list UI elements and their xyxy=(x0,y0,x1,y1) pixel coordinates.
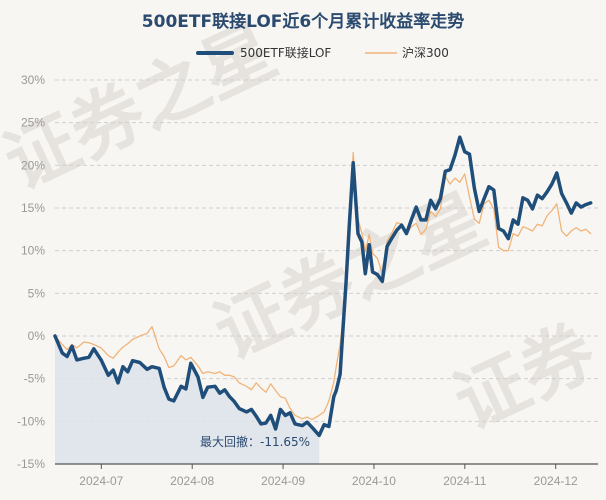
y-tick-label: 30% xyxy=(21,73,45,87)
x-tick-label: 2024-10 xyxy=(352,474,396,488)
x-tick-label: 2024-09 xyxy=(261,474,305,488)
y-tick-label: 25% xyxy=(21,116,45,130)
watermark-text-0: 证券之星 xyxy=(0,8,288,206)
y-tick-label: 15% xyxy=(21,201,45,215)
y-tick-label: 0% xyxy=(28,329,46,343)
x-tick-label: 2024-12 xyxy=(534,474,578,488)
y-tick-label: -10% xyxy=(17,414,45,428)
series-lines xyxy=(53,135,593,438)
y-tick-label: -5% xyxy=(24,372,46,386)
y-axis-ticks: 30% 25% 20% 15% 10% 5% 0% -5% -10% -15% xyxy=(17,73,45,471)
series-line-fund xyxy=(53,135,593,438)
x-tick-label: 2024-11 xyxy=(443,474,486,488)
chart-title: 500ETF联接LOF近6个月累计收益率走势 xyxy=(142,11,464,32)
legend-label-index: 沪深300 xyxy=(402,46,449,60)
y-tick-label: -15% xyxy=(17,457,45,471)
legend: 500ETF联接LOF 沪深300 xyxy=(196,45,449,60)
y-tick-label: 5% xyxy=(28,286,46,300)
x-tick-label: 2024-08 xyxy=(170,474,214,488)
legend-label-fund: 500ETF联接LOF xyxy=(240,45,331,60)
drawdown-fill xyxy=(55,336,320,464)
watermark-text-2: 证券 xyxy=(442,308,606,445)
max-drawdown-label: 最大回撤：-11.65% xyxy=(200,434,310,449)
y-tick-label: 10% xyxy=(21,244,45,258)
y-tick-label: 20% xyxy=(21,158,45,172)
x-axis-ticks: 2024-07 2024-08 2024-09 2024-10 2024-11 2024-… xyxy=(79,464,578,488)
drawdown-area xyxy=(55,336,320,464)
x-tick-label: 2024-07 xyxy=(79,474,123,488)
